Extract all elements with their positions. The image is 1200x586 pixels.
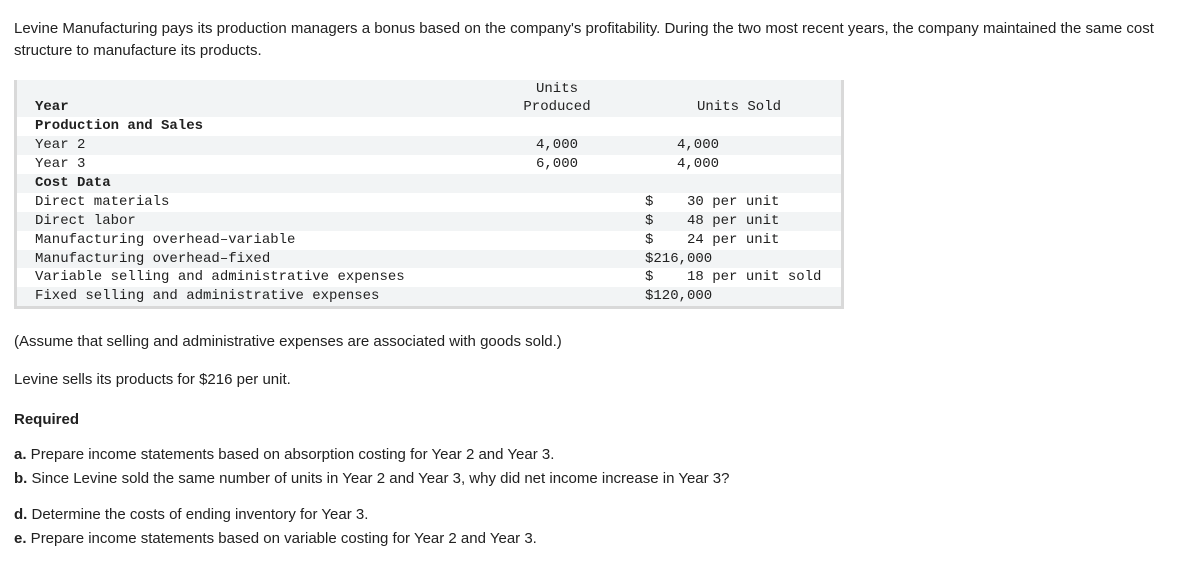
year3-sold: 4,000	[637, 155, 841, 174]
year3-produced: 6,000	[477, 155, 637, 174]
blank-cell	[17, 80, 477, 99]
blank-cell	[637, 117, 841, 136]
req-d-text: Determine the costs of ending inventory …	[27, 506, 368, 523]
section-label: Production and Sales	[17, 117, 477, 136]
price-note: Levine sells its products for $216 per u…	[14, 369, 1186, 391]
year3-label: Year 3	[17, 155, 477, 174]
dl-value: $ 48 per unit	[637, 212, 841, 231]
year2-label: Year 2	[17, 136, 477, 155]
requirement-b: b. Since Levine sold the same number of …	[14, 468, 1186, 490]
requirement-d: d. Determine the costs of ending invento…	[14, 504, 1186, 526]
blank-cell	[637, 174, 841, 193]
vsae-value: $ 18 per unit sold	[637, 268, 841, 287]
table-header-row-1: Units	[17, 80, 841, 99]
units-sold-header: Units Sold	[637, 98, 841, 117]
units-produced-header-1: Units	[477, 80, 637, 99]
blank-cell	[477, 268, 637, 287]
year2-sold: 4,000	[637, 136, 841, 155]
req-a-key: a.	[14, 446, 27, 463]
mov-label: Manufacturing overhead–variable	[17, 231, 477, 250]
mov-value: $ 24 per unit	[637, 231, 841, 250]
table-row: Year 3 6,000 4,000	[17, 155, 841, 174]
blank-cell	[477, 250, 637, 269]
dl-label: Direct labor	[17, 212, 477, 231]
blank-cell	[477, 212, 637, 231]
table-row: Direct materials $ 30 per unit	[17, 193, 841, 212]
requirement-a: a. Prepare income statements based on ab…	[14, 444, 1186, 466]
req-e-text: Prepare income statements based on varia…	[27, 530, 537, 547]
req-d-key: d.	[14, 506, 27, 523]
req-a-text: Prepare income statements based on absor…	[27, 446, 555, 463]
table-row: Year 2 4,000 4,000	[17, 136, 841, 155]
fsae-label: Fixed selling and administrative expense…	[17, 287, 477, 306]
dm-label: Direct materials	[17, 193, 477, 212]
blank-cell	[477, 193, 637, 212]
table-row: Fixed selling and administrative expense…	[17, 287, 841, 306]
req-b-key: b.	[14, 470, 27, 487]
table-row: Manufacturing overhead–variable $ 24 per…	[17, 231, 841, 250]
req-b-text: Since Levine sold the same number of uni…	[27, 470, 729, 487]
requirement-e: e. Prepare income statements based on va…	[14, 528, 1186, 550]
blank-cell	[477, 117, 637, 136]
table-header-row-2: Year Produced Units Sold	[17, 98, 841, 117]
mof-label: Manufacturing overhead–fixed	[17, 250, 477, 269]
table-row: Manufacturing overhead–fixed $216,000	[17, 250, 841, 269]
section-production-sales: Production and Sales	[17, 117, 841, 136]
blank-cell	[477, 287, 637, 306]
req-e-key: e.	[14, 530, 27, 547]
blank-cell	[637, 80, 841, 99]
blank-cell	[477, 231, 637, 250]
section-label: Cost Data	[17, 174, 477, 193]
mof-value: $216,000	[637, 250, 841, 269]
vsae-label: Variable selling and administrative expe…	[17, 268, 477, 287]
intro-paragraph: Levine Manufacturing pays its production…	[14, 18, 1186, 62]
blank-cell	[477, 174, 637, 193]
dm-value: $ 30 per unit	[637, 193, 841, 212]
units-produced-header-2: Produced	[477, 98, 637, 117]
assumption-note: (Assume that selling and administrative …	[14, 331, 1186, 353]
table-row: Direct labor $ 48 per unit	[17, 212, 841, 231]
year-header: Year	[17, 98, 477, 117]
table-row: Variable selling and administrative expe…	[17, 268, 841, 287]
fsae-value: $120,000	[637, 287, 841, 306]
section-cost-data: Cost Data	[17, 174, 841, 193]
year2-produced: 4,000	[477, 136, 637, 155]
required-header: Required	[14, 409, 1186, 431]
data-table: Units Year Produced Units Sold Productio…	[14, 80, 844, 310]
